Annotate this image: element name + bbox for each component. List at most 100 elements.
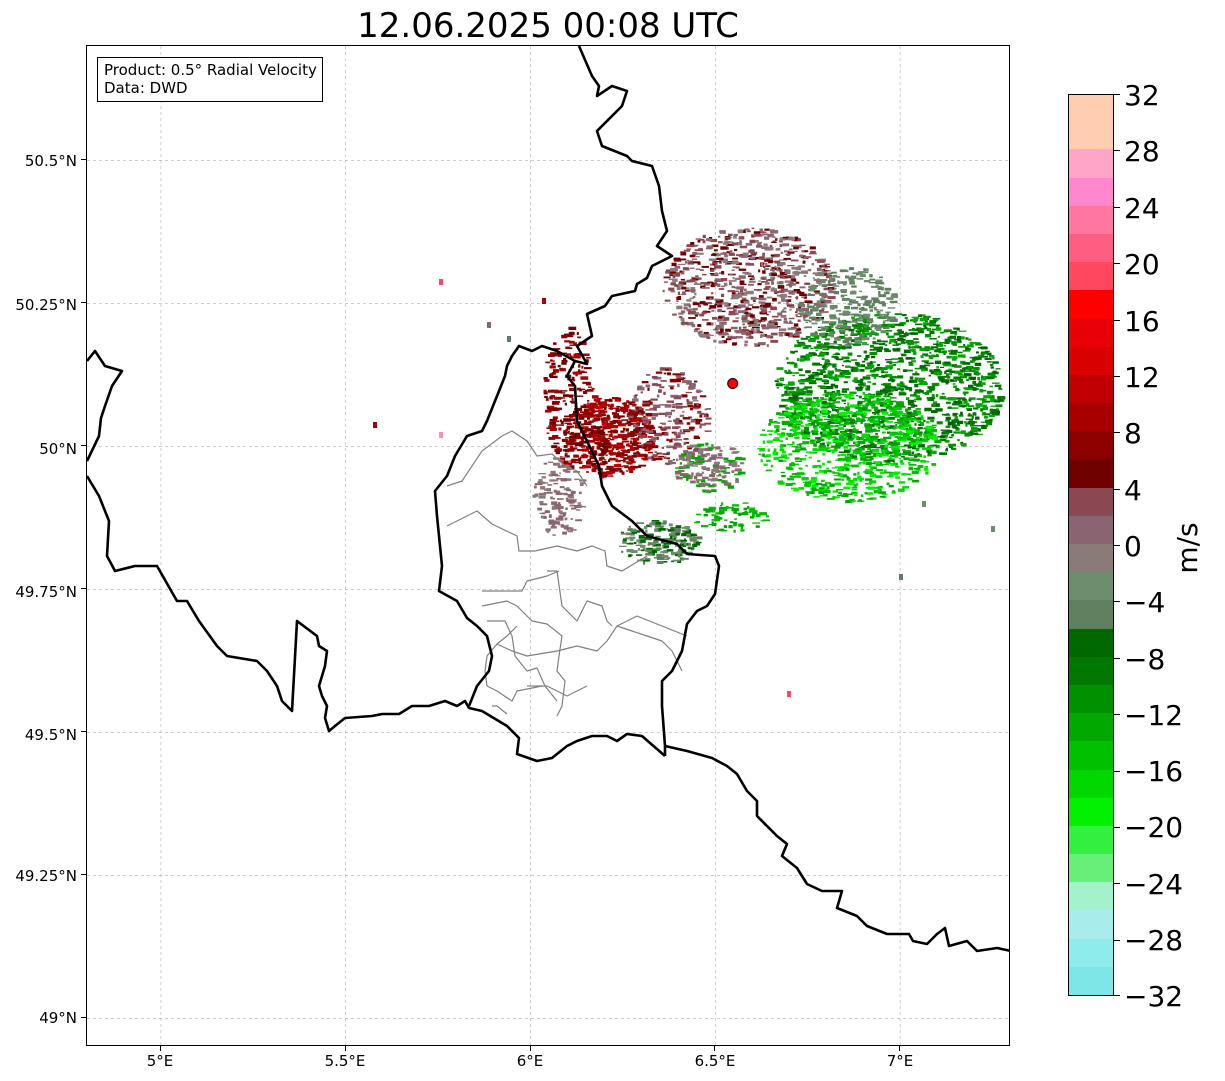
velocity-echo	[890, 409, 897, 412]
velocity-echo	[668, 385, 675, 387]
velocity-echo	[834, 496, 841, 498]
velocity-echo	[592, 445, 595, 449]
velocity-echo	[664, 528, 669, 530]
velocity-echo	[592, 418, 598, 422]
velocity-echo	[851, 316, 855, 320]
velocity-echo	[889, 410, 897, 413]
velocity-echo	[788, 415, 794, 417]
velocity-echo	[875, 392, 883, 396]
velocity-echo	[860, 298, 866, 301]
velocity-echo	[565, 487, 570, 490]
velocity-echo	[632, 441, 638, 444]
velocity-echo	[826, 300, 832, 304]
velocity-echo	[779, 404, 787, 408]
velocity-echo	[567, 430, 570, 433]
velocity-echo	[692, 543, 698, 547]
velocity-echo	[898, 388, 905, 390]
velocity-echo	[840, 294, 845, 298]
velocity-echo	[743, 311, 749, 314]
velocity-echo	[591, 468, 597, 473]
velocity-echo	[822, 415, 827, 418]
velocity-echo	[686, 477, 689, 481]
velocity-echo	[684, 531, 691, 534]
velocity-echo	[960, 405, 968, 407]
velocity-echo	[666, 400, 674, 403]
velocity-echo	[848, 479, 854, 483]
velocity-echo	[681, 533, 687, 537]
velocity-echo	[802, 390, 806, 394]
velocity-echo	[649, 439, 656, 442]
velocity-echo	[897, 375, 904, 379]
velocity-echo	[770, 306, 777, 311]
velocity-echo	[863, 350, 867, 354]
velocity-echo	[907, 477, 913, 481]
velocity-echo	[638, 431, 642, 434]
velocity-echo	[706, 408, 712, 410]
velocity-echo	[573, 454, 578, 457]
velocity-echo	[978, 382, 986, 386]
velocity-echo	[968, 405, 975, 407]
velocity-echo	[665, 367, 672, 369]
velocity-echo	[650, 398, 658, 401]
velocity-echo	[735, 330, 742, 334]
velocity-echo	[849, 391, 857, 395]
velocity-echo	[886, 420, 894, 423]
velocity-echo	[844, 445, 849, 449]
velocity-echo	[581, 454, 585, 458]
velocity-echo	[914, 377, 919, 381]
velocity-echo	[669, 378, 677, 383]
velocity-echo	[862, 447, 865, 451]
velocity-echo	[914, 323, 923, 326]
velocity-echo	[674, 379, 681, 383]
velocity-echo	[917, 465, 924, 468]
velocity-echo	[788, 296, 792, 298]
velocity-echo	[711, 259, 716, 262]
velocity-echo	[942, 362, 945, 366]
colorbar-segment	[1069, 881, 1113, 911]
velocity-echo	[576, 509, 581, 511]
lat-tick-mark	[81, 445, 86, 447]
velocity-echo	[675, 422, 684, 425]
velocity-echo	[847, 352, 853, 356]
velocity-echo	[981, 412, 987, 416]
velocity-echo	[686, 399, 689, 402]
velocity-echo	[646, 374, 651, 376]
velocity-echo	[623, 411, 626, 414]
velocity-echo	[627, 528, 631, 531]
velocity-echo	[685, 290, 692, 292]
velocity-echo	[809, 320, 812, 323]
velocity-echo	[849, 438, 854, 441]
velocity-echo	[757, 329, 760, 334]
velocity-echo	[544, 379, 550, 382]
colorbar-segment	[1069, 430, 1113, 460]
velocity-echo	[726, 459, 733, 463]
velocity-echo	[717, 283, 721, 287]
velocity-echo	[682, 417, 691, 420]
velocity-echo	[545, 411, 550, 413]
velocity-echo	[966, 365, 974, 370]
velocity-echo	[889, 433, 895, 437]
velocity-echo	[600, 406, 607, 409]
velocity-echo	[748, 280, 756, 283]
velocity-echo	[750, 249, 755, 252]
velocity-echo	[804, 386, 812, 389]
velocity-echo	[994, 400, 1001, 403]
velocity-echo	[786, 322, 793, 324]
velocity-echo	[731, 269, 735, 271]
velocity-echo	[817, 271, 823, 274]
velocity-echo	[844, 294, 848, 296]
velocity-echo	[868, 281, 876, 284]
velocity-echo	[905, 339, 914, 343]
velocity-echo	[905, 397, 910, 401]
velocity-echo	[951, 424, 957, 428]
velocity-echo	[537, 507, 543, 511]
velocity-echo	[739, 245, 748, 249]
velocity-echo	[631, 461, 636, 464]
velocity-echo	[563, 431, 568, 436]
velocity-echo	[710, 268, 716, 270]
velocity-echo	[803, 415, 809, 419]
velocity-echo	[815, 372, 824, 375]
velocity-echo	[873, 406, 879, 410]
velocity-echo	[776, 412, 781, 416]
velocity-echo	[719, 505, 723, 507]
